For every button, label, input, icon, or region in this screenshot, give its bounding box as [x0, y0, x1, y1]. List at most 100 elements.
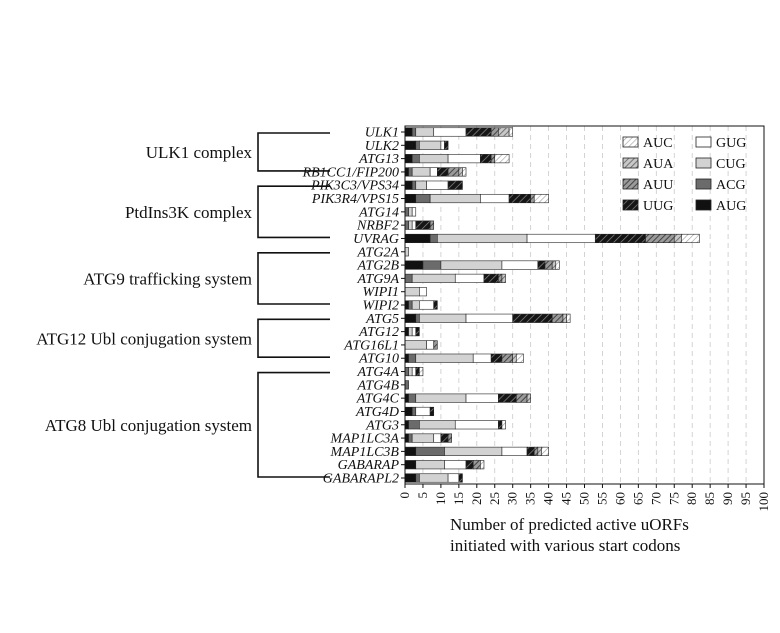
category-label: ATG3 — [365, 418, 399, 433]
grid — [422, 126, 765, 484]
bar-segment-gug — [426, 340, 435, 350]
bar-segment-gug — [415, 406, 431, 417]
bar-segment-cug — [415, 127, 435, 137]
bar-segment-uug — [440, 433, 449, 443]
category-label: ATG2B — [357, 259, 400, 274]
category-label: GABARAPL2 — [323, 472, 399, 487]
bar-segment-auc — [533, 193, 549, 204]
bar-segment-auu — [490, 154, 496, 164]
bar-segment-acg — [404, 273, 413, 283]
bar-segment-auc — [501, 420, 506, 430]
x-tick-label: 35 — [523, 492, 538, 505]
bar-segment-gug — [501, 446, 528, 456]
bar-segment-acg — [408, 167, 413, 177]
legend-label: UUG — [643, 199, 673, 214]
bar-segment-uug — [526, 446, 535, 456]
bar-segment-cug — [444, 446, 503, 456]
category-label: ATG10 — [358, 352, 399, 367]
bar-segment-uug — [433, 300, 438, 310]
x-tick-label: 5 — [415, 492, 430, 499]
group-bracket — [257, 318, 330, 359]
bar-segment-auu — [551, 313, 564, 323]
x-tick-label: 100 — [756, 492, 771, 512]
bar-segment-aug — [404, 127, 413, 137]
bar-segment-gug — [440, 140, 445, 150]
bar-segment-aua — [458, 167, 463, 177]
bar-segment-uug — [429, 406, 435, 417]
legend-label: AUA — [643, 157, 674, 172]
bar-segment-aug — [404, 446, 417, 456]
bar-segment-aug — [404, 193, 417, 204]
legend-swatch-acg — [695, 178, 712, 190]
bar-segment-aug — [404, 180, 413, 190]
bar-segment-gug — [465, 313, 513, 323]
legend-label: GUG — [716, 136, 746, 151]
x-tick-label: 60 — [612, 492, 627, 505]
category-label: ATG9A — [357, 272, 400, 287]
bar-segment-aug — [404, 473, 417, 483]
bar-segment-auu — [447, 167, 460, 177]
bar-segment-aug — [404, 140, 417, 150]
legend-swatch-aug — [695, 199, 712, 211]
group-bracket — [257, 251, 330, 305]
category-label: ATG16L1 — [343, 338, 399, 353]
bar-segment-cug — [415, 460, 445, 470]
x-tick-label: 90 — [720, 492, 735, 505]
bar-segment-gug — [411, 220, 417, 230]
category-labels: ULK1ULK2ATG13RB1CC1/FIP200PIK3C3/VPS34PI… — [302, 126, 400, 487]
bar-segment-auu — [645, 233, 675, 244]
bar-segment-acg — [404, 366, 409, 377]
group-label: ATG12 Ubl conjugation system — [36, 329, 252, 348]
bar-segment-aua — [537, 446, 542, 456]
bar-segment-aug — [404, 353, 409, 363]
bar-segment-cug — [411, 433, 435, 443]
bar-segment-gug — [444, 460, 467, 470]
axes: 0 5 10 15 20 25 30 35 40 45 50 55 60 65 70 75 80 85 90 95 10… — [397, 125, 771, 512]
x-tick-label: 40 — [541, 492, 556, 505]
bar-segment-uug — [483, 273, 499, 283]
bar-segment-acg — [411, 180, 417, 190]
bar-segment-cug — [404, 340, 427, 350]
bar-segment-aug — [404, 233, 431, 244]
bar-segment-uug — [508, 193, 531, 204]
bar-segment-acg — [404, 220, 409, 230]
group-bracket — [257, 132, 330, 172]
bar-segment-cug — [404, 287, 420, 297]
group-label: ATG9 trafficking system — [83, 269, 252, 288]
bar-segment-uug — [498, 393, 517, 403]
category-label: WIPI2 — [362, 299, 399, 314]
bar-segment-aug — [404, 300, 409, 310]
bar-segment-auc — [555, 260, 560, 270]
bar-segment-aug — [404, 260, 424, 270]
category-label: UVRAG — [353, 232, 399, 247]
legend-label: AUG — [716, 199, 746, 214]
bar-segment-gug — [447, 154, 481, 164]
category-label: ATG14 — [358, 205, 399, 220]
bar-segment-auu — [429, 220, 435, 230]
bar-segment-acg — [408, 420, 420, 430]
x-axis-title: Number of predicted active uORFs — [450, 515, 689, 534]
bar-segment-uug — [444, 140, 449, 150]
category-label: GABARAP — [338, 458, 400, 473]
x-tick-label: 65 — [630, 492, 645, 505]
bar-segment-auc — [566, 313, 571, 323]
bar-segment-gug — [419, 300, 435, 310]
x-tick-label: 55 — [594, 492, 609, 505]
bar-segment-aug — [404, 433, 409, 443]
bar-segment-cug — [419, 154, 449, 164]
bar-segment-uug — [480, 154, 492, 164]
bar-segment-aug — [404, 406, 413, 417]
legend-swatch-auc — [622, 136, 639, 148]
bar-segment-auc — [681, 233, 700, 244]
bar-segment-cug — [411, 300, 420, 310]
x-tick-label: 10 — [433, 492, 448, 505]
x-tick-label: 20 — [469, 492, 484, 505]
bar-segment-cug — [415, 393, 467, 403]
bar-segment-cug — [419, 473, 449, 483]
bar-segment-uug — [465, 127, 492, 137]
legend-label: AUC — [643, 136, 673, 151]
category-label: RB1CC1/FIP200 — [302, 165, 399, 180]
bar-segment-aua — [562, 313, 567, 323]
group-bracket — [257, 371, 330, 478]
bar-segment-gug — [411, 366, 417, 377]
